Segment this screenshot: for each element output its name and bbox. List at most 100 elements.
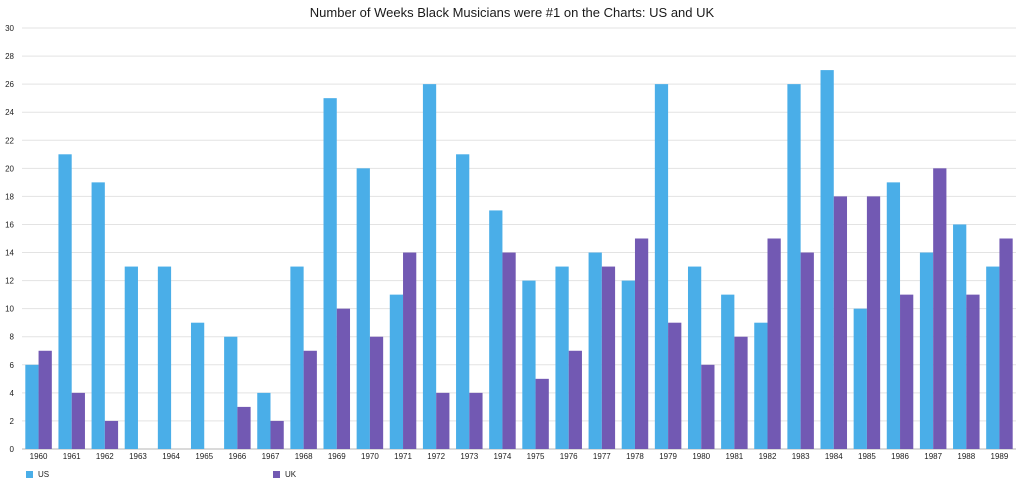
bar-uk-1962 [104,420,119,449]
bar-us-1971 [389,294,404,449]
x-tick-label: 1972 [427,452,445,461]
bar-us-1982 [754,322,768,449]
bar-uk-1987 [933,168,947,450]
bar-us-1976 [555,266,569,449]
x-tick-label: 1973 [460,452,478,461]
bar-uk-1975 [535,378,549,449]
x-tick-label: 1980 [692,452,710,461]
y-tick-label: 28 [5,52,14,61]
bar-us-1979 [654,84,669,449]
bar-us-1980 [687,266,702,449]
bar-us-1963 [124,266,138,449]
gridlines [22,27,1016,450]
bar-uk-1961 [71,392,85,449]
x-tick-label: 1975 [527,452,545,461]
legend-label-us: US [38,470,50,479]
x-tick-label: 1979 [659,452,677,461]
bar-us-1984 [820,70,834,449]
bar-uk-1969 [336,308,351,449]
y-tick-label: 10 [5,305,14,314]
x-axis-ticks: 1960 1961 1962 1963 1964 1965 1966 1967 1968 1969… [30,452,1009,461]
bar-uk-1973 [469,392,483,449]
bar-us-1989 [986,266,1000,449]
bar-uk-1967 [270,420,284,449]
y-tick-label: 26 [5,80,14,89]
bar-us-1967 [257,392,271,449]
bar-us-1986 [886,182,901,449]
bar-us-1978 [621,280,635,449]
x-tick-label: 1977 [593,452,611,461]
x-tick-label: 1988 [957,452,975,461]
bar-us-1988 [953,224,967,449]
bar-uk-1979 [668,322,682,449]
x-tick-label: 1966 [228,452,246,461]
bar-us-1965 [190,322,205,449]
bar-uk-1985 [866,196,881,449]
bar-us-1987 [919,252,934,449]
bar-us-1981 [721,294,735,449]
bar-us-1969 [323,98,337,450]
x-tick-label: 1964 [162,452,180,461]
bar-uk-1970 [369,336,384,449]
legend-label-uk: UK [285,470,297,479]
legend-item-us: US [26,470,49,479]
x-tick-label: 1978 [626,452,644,461]
bar-us-1968 [290,266,304,449]
x-tick-label: 1983 [792,452,810,461]
y-tick-label: 2 [10,417,15,426]
y-tick-label: 14 [5,249,14,258]
x-tick-label: 1960 [30,452,48,461]
x-tick-label: 1965 [195,452,213,461]
bar-uk-1981 [734,336,748,449]
bar-us-1985 [853,308,867,449]
x-tick-label: 1982 [759,452,777,461]
y-tick-label: 16 [5,220,14,229]
bar-us-1974 [489,210,503,449]
bar-uk-1986 [900,294,914,449]
x-tick-label: 1985 [858,452,876,461]
x-tick-label: 1968 [295,452,313,461]
bar-us-1970 [356,168,370,450]
y-tick-label: 12 [5,277,14,286]
x-tick-label: 1989 [991,452,1009,461]
bar-uk-1989 [999,238,1013,449]
bar-us-1962 [91,182,105,449]
y-tick-label: 24 [5,108,14,117]
bar-uk-1966 [237,406,251,449]
x-tick-label: 1961 [63,452,81,461]
x-tick-label: 1987 [924,452,942,461]
y-tick-label: 4 [10,389,15,398]
y-tick-label: 22 [5,136,14,145]
y-tick-label: 30 [5,24,14,33]
bar-uk-1978 [634,238,649,449]
bar-uk-1980 [701,364,715,449]
bar-us-1964 [157,266,172,449]
bar-uk-1988 [966,294,980,449]
y-tick-label: 18 [5,192,14,201]
y-tick-label: 8 [10,333,15,342]
bar-uk-1982 [767,238,781,449]
bar-us-1977 [588,252,602,449]
x-tick-label: 1967 [262,452,280,461]
bar-us-1975 [522,280,536,449]
bar-uk-1971 [403,252,417,449]
x-tick-label: 1970 [361,452,379,461]
bar-us-1973 [456,154,470,450]
x-tick-label: 1976 [560,452,578,461]
x-tick-label: 1963 [129,452,147,461]
bar-uk-1976 [568,350,582,449]
y-tick-label: 6 [10,361,15,370]
bar-uk-1983 [800,252,814,449]
x-tick-label: 1971 [394,452,412,461]
x-tick-label: 1984 [825,452,843,461]
x-tick-label: 1986 [891,452,909,461]
legend-swatch-uk [273,471,280,478]
x-tick-label: 1974 [494,452,512,461]
bars [25,70,1013,450]
bar-uk-1977 [601,266,616,449]
x-tick-label: 1981 [725,452,743,461]
y-tick-label: 20 [5,164,14,173]
bar-uk-1972 [436,392,450,449]
